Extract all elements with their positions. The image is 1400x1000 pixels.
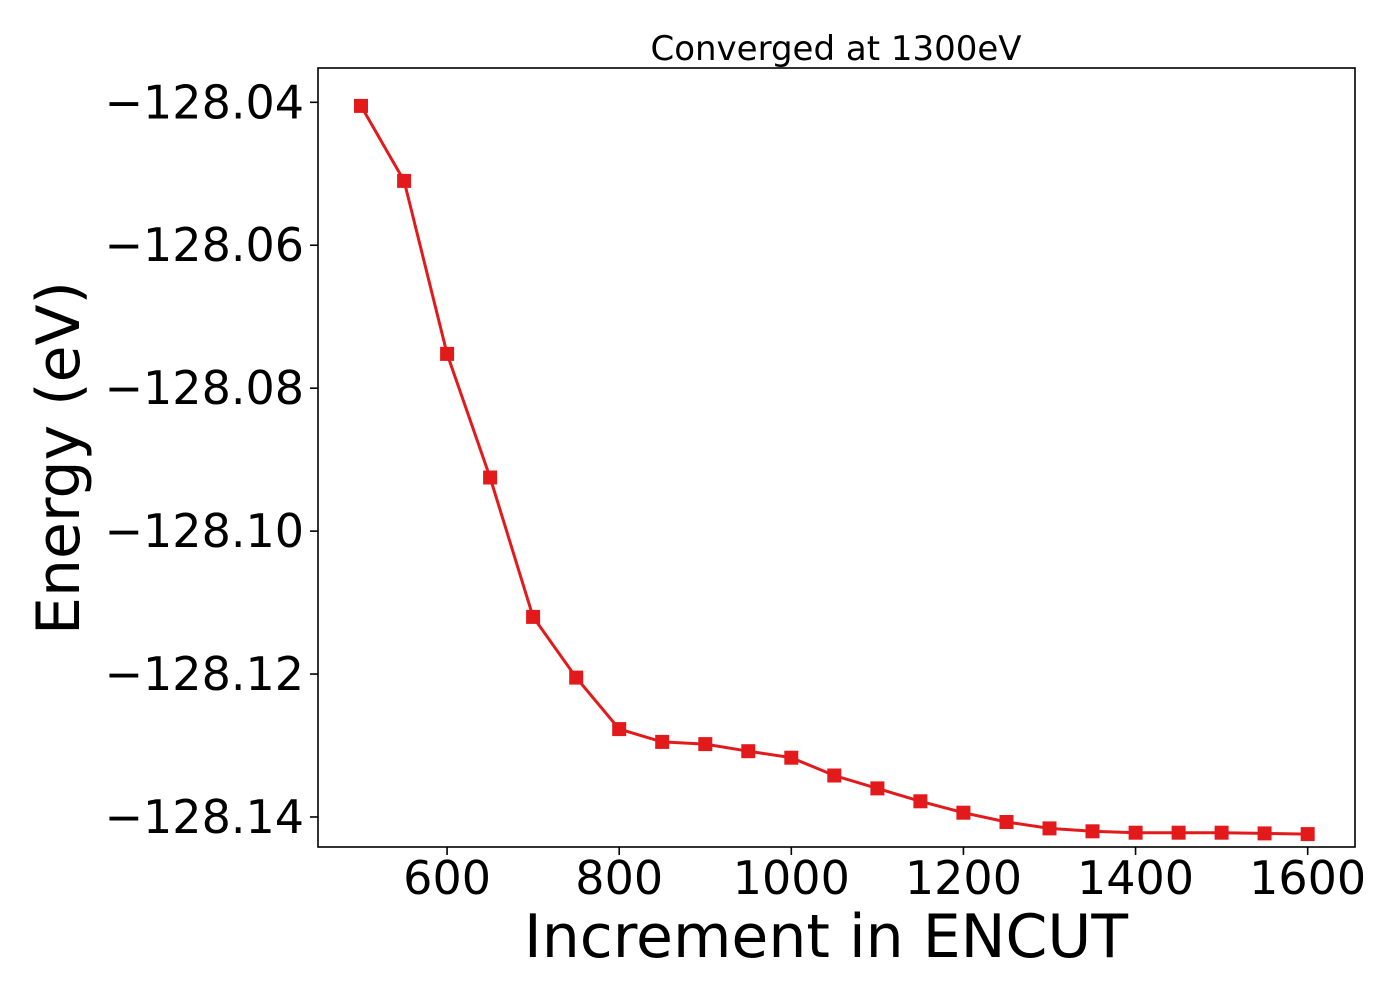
data-point <box>913 794 928 809</box>
y-axis-label: Energy (eV) <box>24 281 94 635</box>
data-point <box>354 98 368 113</box>
plot-area <box>317 67 1356 848</box>
data-point <box>655 734 670 749</box>
data-point <box>1042 821 1057 836</box>
series-line <box>359 105 1308 836</box>
data-point <box>827 768 842 783</box>
x-tick-label: 1600 <box>1249 851 1366 905</box>
data-point <box>526 609 541 624</box>
data-point <box>741 744 756 759</box>
data-point <box>1085 824 1100 839</box>
chart-title: Converged at 1300eV <box>650 29 1021 69</box>
data-point <box>1214 825 1229 840</box>
data-point <box>483 470 498 485</box>
data-point <box>397 173 412 188</box>
data-point <box>698 737 713 752</box>
data-point <box>612 722 627 737</box>
data-point <box>569 670 584 685</box>
x-tick-label: 1000 <box>733 851 850 905</box>
data-point <box>870 781 885 796</box>
data-point <box>956 805 971 820</box>
x-axis-ticks: 600 800 1000 1200 1400 1600 <box>403 847 1366 905</box>
data-point <box>784 750 799 765</box>
data-point <box>1171 825 1186 840</box>
y-axis-ticks: −128.04 −128.06 −128.08 −128.10 −128.12 −128.… <box>105 75 318 844</box>
plot-frame <box>317 67 1356 848</box>
data-point <box>1128 825 1143 840</box>
series-layer <box>354 98 1315 842</box>
x-tick-label: 600 <box>403 851 491 905</box>
y-tick-label: −128.04 <box>105 75 305 129</box>
y-tick-label: −128.06 <box>105 218 305 272</box>
x-tick-label: 800 <box>575 851 663 905</box>
x-tick-label: 1400 <box>1077 851 1194 905</box>
data-point <box>1257 826 1272 841</box>
y-tick-label: −128.08 <box>105 361 305 415</box>
x-axis-label: Increment in ENCUT <box>524 902 1128 972</box>
data-point <box>440 346 455 361</box>
y-tick-label: −128.14 <box>105 790 305 844</box>
data-point <box>1300 827 1315 842</box>
y-tick-label: −128.12 <box>105 647 305 701</box>
data-point <box>999 815 1014 829</box>
y-tick-label: −128.10 <box>105 504 305 558</box>
x-tick-label: 1200 <box>905 851 1022 905</box>
